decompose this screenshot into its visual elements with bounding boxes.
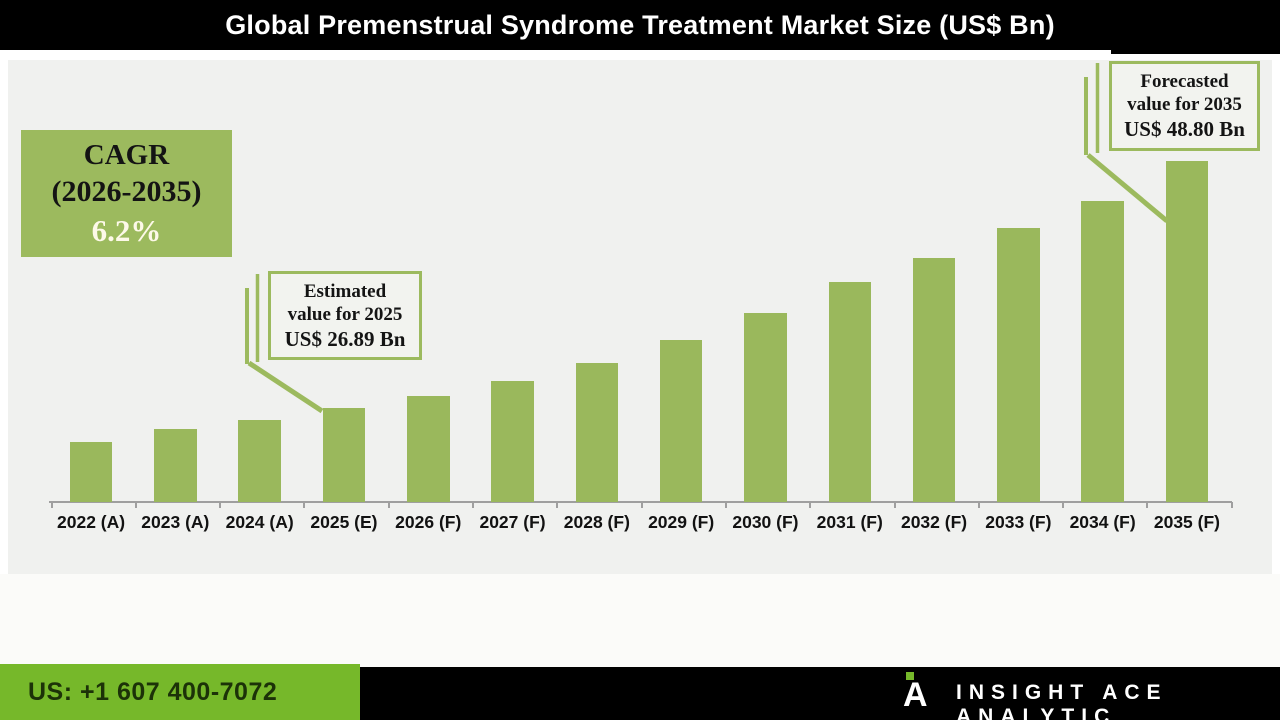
axis-tick [809,502,812,508]
x-axis-label: 2025 (E) [310,512,378,532]
axis-tick [303,502,306,508]
x-axis-label: 2035 (F) [1153,512,1220,532]
x-axis-label: 2029 (F) [648,512,715,532]
insight-ace-logo-icon: A [903,672,937,714]
axis-tick [977,502,980,508]
bar-2034 (F) [1081,200,1124,502]
footer-phone-box: US: +1 607 400-7072 [0,664,360,720]
axis-tick [387,502,390,508]
axis-tick [50,502,53,508]
bar-2028 (F) [575,362,619,502]
axis-tick [1230,502,1233,508]
page-title: Global Premenstrual Syndrome Treatment M… [225,9,1055,40]
x-axis-label: 2033 (F) [985,512,1052,532]
title-bar-notch [1111,48,1280,54]
axis-tick [1062,502,1065,508]
brand-name: INSIGHT ACE ANALYTIC [956,681,1168,720]
contributors-band: Market Contributors: SHIONOGI BASF We cr… [0,574,1280,670]
chart-panel: CAGR (2026-2035) 6.2% [8,60,1272,574]
x-axis-label: 2027 (F) [479,512,546,532]
x-axis-label: 2032 (F) [900,512,968,532]
x-axis-label: 2031 (F) [816,512,883,532]
axis-tick [219,502,222,508]
phone-number: US: +1 607 400-7072 [28,677,278,706]
logo-green-dot [906,672,914,680]
axis-tick [556,502,559,508]
x-axis-label: 2023 (A) [141,512,210,532]
axis-tick [893,502,896,508]
x-axis-label: 2034 (F) [1069,512,1136,532]
cagr-label: CAGR [83,138,170,171]
estimated-callout-line2: value for 2025 [287,303,403,325]
bar-2027 (F) [491,380,534,502]
axis-tick [1146,502,1149,508]
x-axis-label: 2024 (A) [225,512,294,532]
axis-tick [134,502,137,508]
bar-2026 (F) [407,396,450,502]
x-axis-label: 2026 (F) [395,512,462,532]
bar-2030 (F) [744,313,787,502]
forecast-callout-line2: value for 2035 [1127,94,1242,115]
estimated-callout-line1: Estimated [303,280,387,302]
axis-tick [472,502,474,508]
x-axis-line [49,501,1232,503]
x-axis-label: 2030 (F) [732,512,799,532]
estimated-value-callout: Estimated value for 2025 US$ 26.89 Bn [268,271,422,360]
bar-2022 (A) [69,442,113,502]
forecast-callout-line1: Forecasted [1140,71,1229,92]
bar-2035 (F) [1165,161,1209,502]
cagr-badge: CAGR (2026-2035) 6.2% [21,130,232,257]
bar-2024 (A) [238,419,281,502]
bar-2029 (F) [659,340,703,502]
estimated-callout-value: US$ 26.89 Bn [284,326,406,351]
title-bar: Global Premenstrual Syndrome Treatment M… [0,0,1280,50]
cagr-period: (2026-2035) [51,174,202,208]
bar-2032 (F) [912,257,956,502]
axis-tick [724,502,727,508]
bar-2023 (A) [154,428,197,502]
cagr-value: 6.2% [91,212,162,248]
forecast-value-callout: Forecasted value for 2035 US$ 48.80 Bn [1109,61,1260,151]
forecast-callout-value: US$ 48.80 Bn [1124,117,1245,141]
x-axis-label: 2022 (A) [57,512,126,532]
x-axis-label: 2028 (F) [563,512,630,532]
logo-letter: A [903,676,928,714]
bar-2031 (F) [828,281,871,502]
bar-2033 (F) [997,227,1040,502]
axis-tick [640,502,643,508]
bar-2025 (E) [322,407,366,502]
